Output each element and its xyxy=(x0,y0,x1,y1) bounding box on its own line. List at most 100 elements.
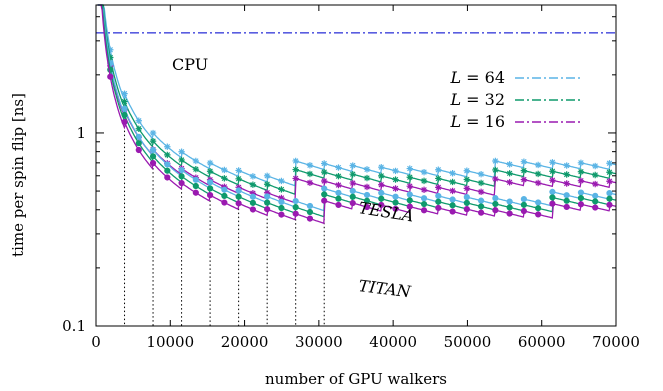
data-point xyxy=(606,160,613,167)
data-point xyxy=(278,204,285,212)
data-point xyxy=(221,186,228,193)
data-point xyxy=(606,190,613,197)
data-point xyxy=(292,204,299,211)
series-layer xyxy=(96,4,616,225)
data-point xyxy=(363,197,371,204)
data-point xyxy=(449,202,456,209)
data-point xyxy=(349,170,356,178)
data-point xyxy=(534,170,542,178)
data-point xyxy=(249,190,257,197)
x-tick-label: 10000 xyxy=(146,333,194,351)
legend-value: = 16 xyxy=(461,112,505,131)
tesla-annotation: TESLA xyxy=(357,198,415,225)
data-point xyxy=(449,170,456,177)
y-tick-label: 0.1 xyxy=(62,317,86,335)
data-point xyxy=(192,165,200,173)
data-point xyxy=(235,175,242,182)
data-point xyxy=(420,207,428,214)
data-point xyxy=(378,195,385,202)
data-point xyxy=(549,200,556,207)
data-point xyxy=(306,162,314,169)
data-point xyxy=(449,208,456,215)
data-point xyxy=(577,201,585,208)
data-point xyxy=(406,174,413,181)
data-point xyxy=(149,129,157,137)
data-point xyxy=(420,195,428,202)
series-group xyxy=(97,4,616,212)
data-point xyxy=(278,194,285,202)
data-point xyxy=(164,174,171,181)
data-point xyxy=(306,208,314,216)
data-point xyxy=(549,194,556,201)
data-point xyxy=(235,193,242,200)
data-point xyxy=(235,167,242,174)
data-point xyxy=(563,171,570,178)
data-point xyxy=(492,195,499,202)
data-point xyxy=(363,166,371,173)
data-point xyxy=(506,179,513,186)
data-point xyxy=(135,146,142,154)
data-point xyxy=(249,173,257,180)
data-point xyxy=(178,173,185,180)
data-point xyxy=(221,175,228,182)
data-point xyxy=(420,186,428,193)
data-point xyxy=(520,167,528,174)
data-point xyxy=(463,194,470,201)
data-point xyxy=(378,189,385,196)
cpu-annotation: CPU xyxy=(172,55,208,74)
data-point xyxy=(463,199,470,207)
legend-value: = 64 xyxy=(461,68,505,87)
data-point xyxy=(263,181,271,188)
data-point xyxy=(263,172,271,180)
data-point xyxy=(178,179,185,187)
data-point xyxy=(235,200,242,207)
data-point xyxy=(249,206,256,213)
data-point xyxy=(392,176,399,183)
data-point xyxy=(349,199,356,207)
data-point xyxy=(563,203,570,211)
data-point xyxy=(235,187,242,194)
data-point xyxy=(363,203,371,211)
x-tick-label: 60000 xyxy=(518,333,566,351)
data-point xyxy=(563,192,570,199)
data-point xyxy=(321,197,328,204)
data-point xyxy=(392,199,399,206)
data-point xyxy=(349,193,356,200)
data-point xyxy=(406,182,413,190)
data-point xyxy=(520,195,527,203)
y-tick-label: 1 xyxy=(76,124,86,142)
data-point xyxy=(392,205,399,212)
data-point xyxy=(121,118,128,126)
data-point xyxy=(492,157,499,165)
data-point xyxy=(606,169,613,176)
data-point xyxy=(435,166,442,173)
data-point xyxy=(520,176,528,183)
data-point xyxy=(378,163,385,171)
data-point xyxy=(221,192,228,199)
data-point xyxy=(135,133,142,140)
legend-var: L xyxy=(449,68,461,87)
data-point xyxy=(263,189,271,196)
data-point xyxy=(592,204,599,211)
data-point xyxy=(278,211,285,218)
data-point xyxy=(306,179,314,186)
data-point xyxy=(535,205,542,212)
data-point xyxy=(278,198,285,206)
data-point xyxy=(164,167,171,174)
data-point xyxy=(206,168,214,175)
data-point xyxy=(292,197,299,205)
x-tick-label: 30000 xyxy=(295,333,343,351)
data-point xyxy=(149,146,157,154)
data-point xyxy=(563,180,570,187)
data-point xyxy=(477,170,485,178)
data-point xyxy=(506,161,513,168)
data-point xyxy=(577,177,585,184)
data-point xyxy=(292,157,299,165)
data-point xyxy=(378,201,385,209)
data-point xyxy=(506,210,513,217)
data-point xyxy=(149,160,157,167)
data-point xyxy=(207,179,214,186)
data-point xyxy=(435,192,442,200)
data-point xyxy=(492,200,499,208)
